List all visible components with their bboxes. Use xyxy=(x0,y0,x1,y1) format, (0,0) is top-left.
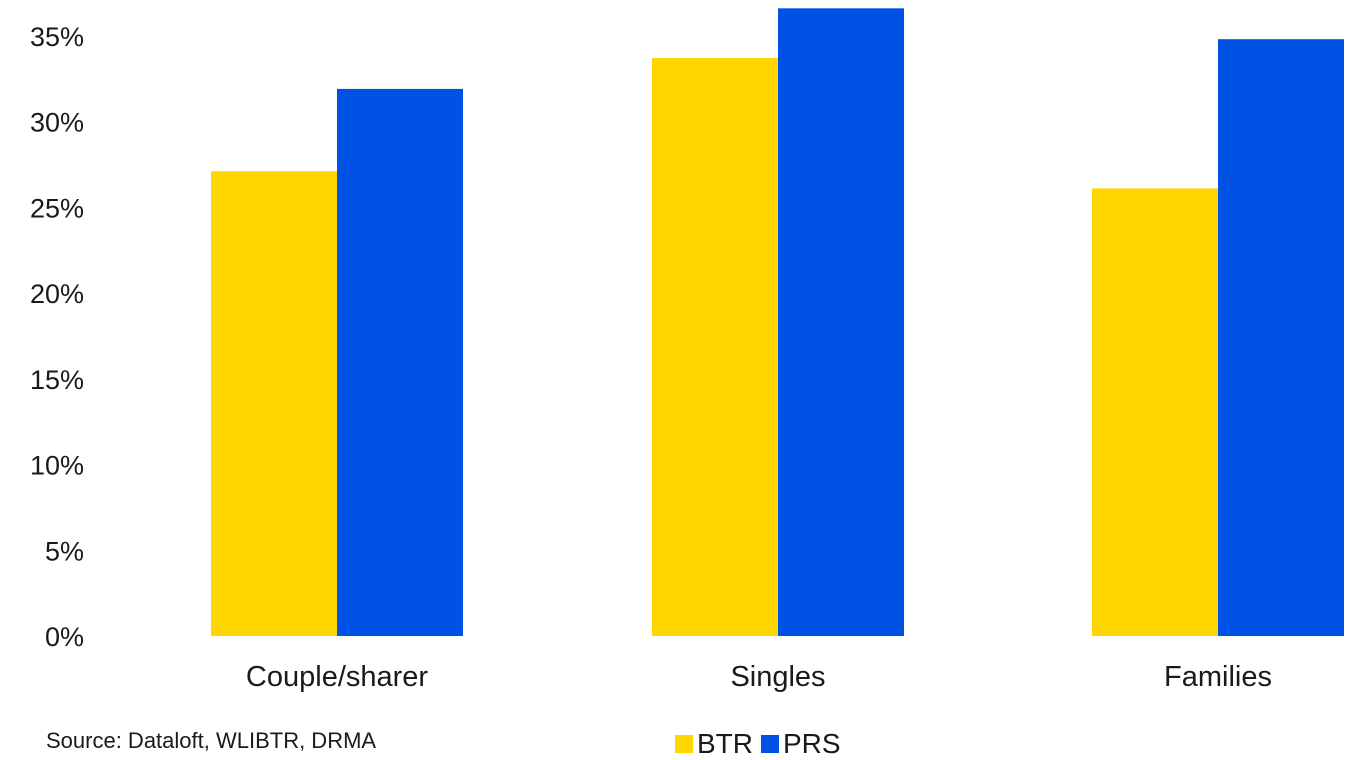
y-tick-label: 20% xyxy=(30,279,84,309)
legend-label-prs: PRS xyxy=(783,728,841,759)
x-category-label: Couple/sharer xyxy=(246,661,428,693)
bar-btr-couple-sharer xyxy=(211,171,337,637)
x-category-label: Singles xyxy=(730,661,825,693)
legend-item-prs: PRS xyxy=(761,728,841,760)
bars xyxy=(211,8,1344,637)
x-axis-category-labels: Couple/sharer Singles Families xyxy=(246,661,1272,693)
y-tick-label: 35% xyxy=(30,22,84,52)
y-axis-tick-labels: 0% 5% 10% 15% 20% 25% 30% 35% xyxy=(30,22,84,652)
bar-prs-families xyxy=(1218,39,1344,637)
y-tick-label: 25% xyxy=(30,193,84,223)
legend-swatch-btr xyxy=(675,735,693,753)
y-tick-label: 0% xyxy=(45,622,84,652)
bar-prs-couple-sharer xyxy=(337,88,463,637)
legend-label-btr: BTR xyxy=(697,728,753,759)
y-tick-label: 10% xyxy=(30,451,84,481)
bar-btr-singles xyxy=(652,58,778,637)
y-tick-label: 15% xyxy=(30,365,84,395)
legend: BTR PRS xyxy=(675,728,849,760)
legend-item-btr: BTR xyxy=(675,728,753,760)
bar-prs-singles xyxy=(778,8,904,637)
y-tick-label: 30% xyxy=(30,108,84,138)
x-category-label: Families xyxy=(1164,661,1272,693)
y-tick-label: 5% xyxy=(45,536,84,566)
legend-swatch-prs xyxy=(761,735,779,753)
bar-btr-families xyxy=(1092,188,1218,636)
source-note: Source: Dataloft, WLIBTR, DRMA xyxy=(46,728,377,753)
